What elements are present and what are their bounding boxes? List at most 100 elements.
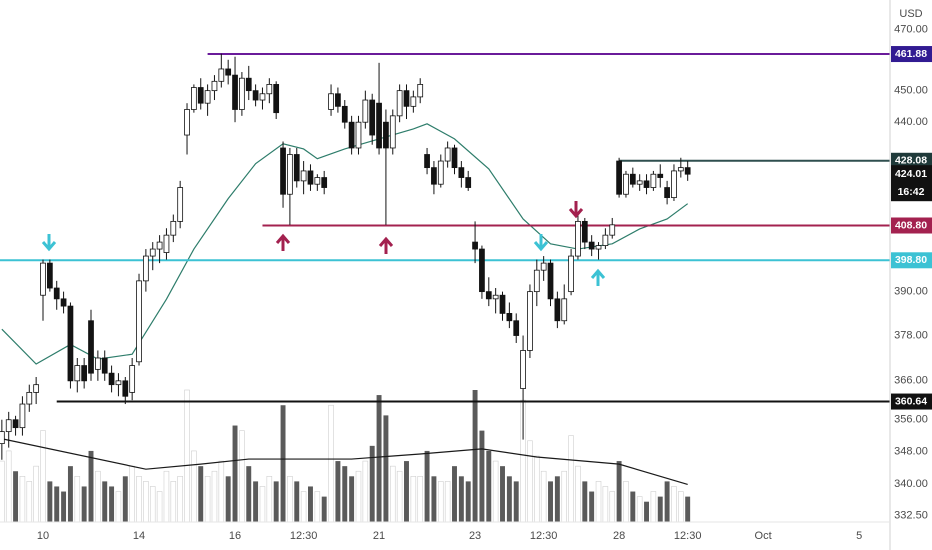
arrow-up	[378, 236, 394, 254]
y-tick-label: 440.00	[894, 116, 928, 128]
candle-body	[465, 177, 472, 188]
candle-body	[595, 245, 602, 250]
candle-body	[424, 154, 430, 169]
volume-bar	[349, 476, 355, 522]
volume-bar	[328, 404, 334, 523]
last-price-box	[891, 165, 932, 202]
candle-body	[376, 102, 382, 149]
candle-body	[170, 220, 177, 236]
candle-body	[451, 147, 458, 169]
candle-body	[280, 147, 286, 195]
candle-body	[677, 167, 684, 172]
volume-bar	[177, 476, 183, 523]
volume-bar	[122, 476, 128, 522]
volume-bar	[253, 481, 259, 522]
candle-body	[218, 68, 225, 82]
candle-body	[341, 105, 348, 123]
arrow-down	[568, 201, 584, 219]
volume-bar	[492, 460, 499, 523]
volume-bar	[396, 470, 403, 523]
candle-body	[149, 248, 156, 257]
volume-bar	[67, 466, 73, 522]
arrow-down	[533, 234, 549, 252]
candle-body	[431, 167, 437, 185]
price-axis	[890, 0, 932, 550]
y-tick-label: 450.00	[894, 85, 928, 97]
volume-bar	[211, 470, 218, 523]
candle-body	[472, 241, 478, 250]
volume-bar	[198, 466, 204, 522]
volume-bar	[575, 465, 581, 523]
volume-bar	[266, 476, 273, 523]
x-tick-label: 10	[37, 530, 49, 542]
candle-body	[232, 74, 238, 110]
volume-bar	[19, 476, 26, 523]
plot-area	[0, 53, 890, 523]
candle-body	[383, 121, 389, 149]
x-tick-label: 16	[229, 530, 241, 542]
y-tick-label: 366.00	[894, 375, 928, 387]
volume-bar	[129, 465, 135, 523]
volume-bar	[273, 481, 279, 522]
candle-body	[273, 84, 280, 114]
volume-bar	[554, 476, 560, 522]
volume-bar	[47, 481, 53, 522]
volume-bar	[102, 481, 108, 522]
volume-bar	[115, 491, 122, 523]
candle-body	[177, 187, 184, 222]
volume-bar	[163, 470, 170, 523]
volume-bar	[308, 486, 313, 522]
candle-body	[122, 380, 129, 397]
volume-bar	[589, 491, 595, 522]
price-label-box	[891, 393, 932, 410]
volume-bar	[95, 470, 101, 523]
candle-body	[101, 357, 108, 374]
volume-bar	[0, 460, 5, 523]
x-tick-label: Oct	[755, 530, 772, 542]
candle-body	[485, 291, 492, 300]
candle-body	[136, 280, 142, 363]
volume-bar	[602, 486, 609, 523]
price-label: 408.80	[895, 219, 927, 231]
volume-bar	[369, 445, 375, 522]
price-label-box	[891, 252, 932, 269]
volume-bar	[225, 476, 231, 522]
volume-bar	[650, 491, 657, 523]
volume-bar	[355, 470, 362, 523]
volume-bar	[287, 476, 293, 523]
price-label-box	[891, 46, 932, 63]
candle-body	[403, 90, 410, 107]
candle-body	[396, 90, 403, 117]
candle-body	[184, 109, 190, 136]
volume-bar	[534, 455, 540, 523]
candle-body	[143, 255, 149, 282]
volume-bar	[568, 435, 574, 523]
candle-body	[671, 170, 677, 199]
volume-bar	[170, 481, 177, 523]
volume-bar	[246, 466, 252, 522]
candle-body	[492, 294, 499, 300]
candle-body	[81, 365, 88, 382]
volume-bar	[540, 470, 547, 523]
candle-body	[239, 77, 245, 110]
candle-body	[602, 234, 609, 246]
axis-labels: 470.00 450.00 440.00 390.00 378.00 366.00 356.…	[37, 23, 932, 542]
volume-bar	[184, 389, 190, 523]
price-label: 461.88	[895, 48, 927, 60]
y-tick-label: 356.00	[894, 414, 928, 426]
x-tick-label: 5	[856, 530, 862, 542]
candle-body	[629, 173, 636, 185]
volume-bar	[149, 486, 156, 523]
volume-bar	[664, 481, 670, 522]
candle-body	[657, 173, 664, 178]
volume-bar	[644, 501, 649, 522]
volume-bar	[81, 486, 87, 522]
volume-bar	[109, 486, 115, 522]
volume-bar	[40, 430, 46, 523]
candle-body	[26, 391, 33, 405]
candle-body	[191, 87, 197, 110]
volume-bar	[362, 460, 369, 523]
y-tick-label: 332.50	[894, 510, 928, 522]
